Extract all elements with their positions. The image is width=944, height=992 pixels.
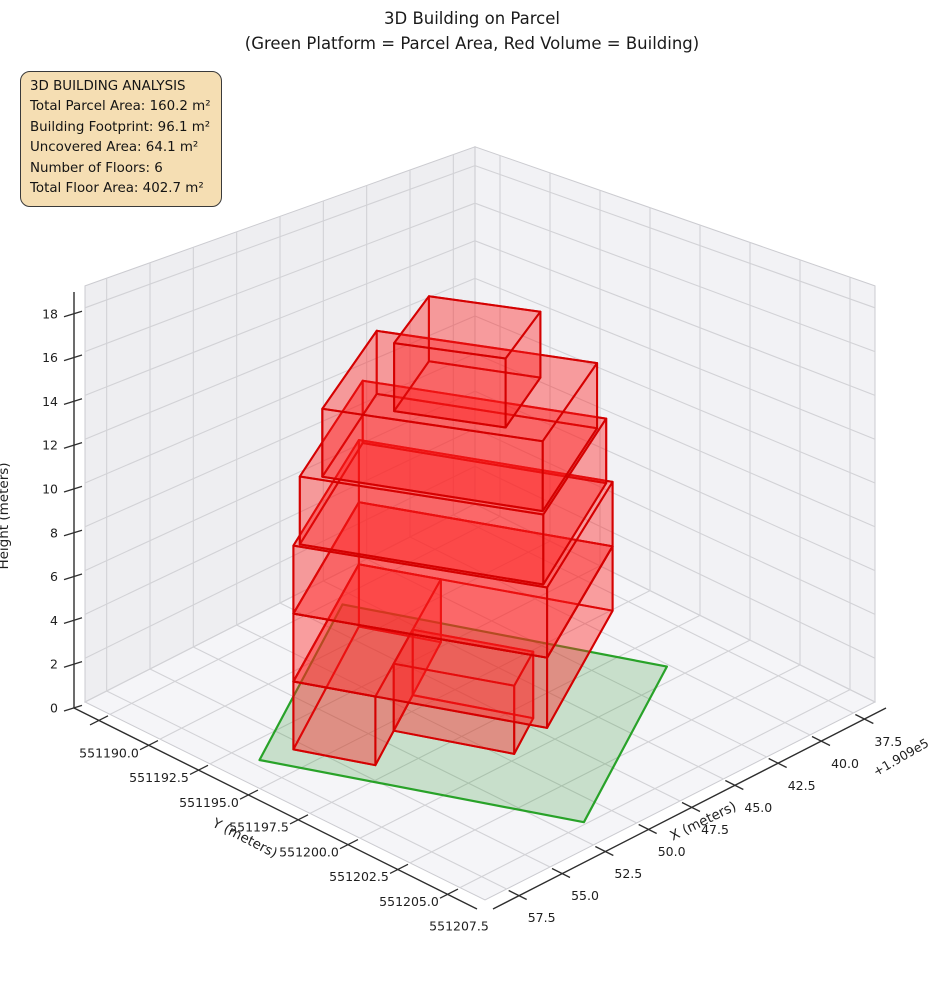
x-tick-label: 45.0: [744, 800, 772, 815]
y-tick: [189, 764, 209, 776]
x-tick: [638, 823, 657, 835]
info-box-line: Total Floor Area: 402.7 m²: [30, 181, 204, 197]
building-face: [504, 310, 542, 429]
y-tick: [89, 715, 109, 726]
z-tick-label: 14: [42, 394, 58, 409]
x-axis-spine: [492, 707, 887, 910]
z-tick: [63, 485, 83, 493]
z-tick-label: 0: [50, 701, 58, 716]
x-tick: [551, 867, 571, 879]
chart-title-block: 3D Building on Parcel (Green Platform = …: [0, 6, 944, 56]
y-tick: [139, 739, 159, 751]
z-tick-label: 12: [42, 438, 58, 453]
building-floor-5: [321, 329, 599, 513]
z-tick: [63, 354, 83, 362]
analysis-info-box: 3D BUILDING ANALYSIS Total Parcel Area: …: [20, 71, 222, 208]
info-box-line: Number of Floors: 6: [30, 160, 163, 176]
x-tick: [855, 713, 874, 725]
y-tick-label: 551190.0: [79, 745, 139, 760]
info-box-lines: Total Parcel Area: 160.2 m² Building Foot…: [30, 97, 211, 199]
x-tick-label: 40.0: [831, 756, 859, 771]
building-face: [542, 417, 608, 586]
x-tick-label: 55.0: [571, 888, 599, 903]
x-tick-label: 57.5: [528, 910, 556, 925]
chart-subtitle: (Green Platform = Parcel Area, Red Volum…: [244, 34, 700, 53]
building-face: [546, 480, 614, 659]
y-tick: [339, 838, 359, 850]
z-tick: [63, 573, 83, 581]
z-tick-label: 10: [42, 482, 58, 497]
x-tick: [681, 801, 701, 813]
z-tick: [63, 704, 83, 712]
x-tick-label: 50.0: [658, 844, 686, 859]
building-floor-6: [393, 295, 542, 429]
y-tick-label: 551195.0: [179, 795, 239, 810]
y-tick: [239, 789, 259, 800]
x-tick-label: 47.5: [701, 822, 729, 837]
y-tick-label: 551205.0: [379, 894, 439, 909]
x-tick-label: 42.5: [788, 778, 816, 793]
y-tick-label: 551202.5: [329, 869, 389, 884]
x-tick: [508, 889, 527, 901]
x-tick-label: 37.5: [874, 734, 902, 749]
z-axis-label: Height (meters): [0, 462, 12, 569]
z-tick-label: 4: [50, 613, 58, 628]
info-box-title: 3D BUILDING ANALYSIS: [30, 79, 186, 94]
x-tick: [595, 845, 614, 857]
z-tick: [63, 310, 83, 318]
info-box-line: Total Parcel Area: 160.2 m²: [30, 99, 211, 115]
z-tick-label: 18: [42, 306, 58, 321]
building-floor-2: [292, 501, 614, 729]
z-tick-label: 16: [42, 350, 58, 365]
z-tick: [63, 441, 83, 449]
building-face: [541, 362, 599, 513]
z-tick-label: 2: [50, 657, 58, 672]
building-floor-3: [292, 439, 614, 659]
y-tick: [439, 888, 459, 899]
x-tick: [768, 757, 787, 769]
x-tick: [811, 735, 831, 747]
x-tick: [725, 779, 744, 791]
building-volumes: [292, 295, 614, 767]
x-tick-label: 52.5: [614, 866, 642, 881]
y-tick: [289, 814, 309, 825]
y-tick-label: 551200.0: [279, 844, 339, 859]
z-tick: [63, 529, 83, 537]
z-tick-label: 8: [50, 525, 58, 540]
y-tick-label: 551192.5: [129, 770, 189, 785]
axis-decorations: 551190.0 551192.5 551195.0 551197.5 551200.0…: [0, 292, 931, 934]
chart-title: 3D Building on Parcel: [384, 9, 560, 28]
y-axis-spine: [73, 707, 478, 910]
z-tick-label: 6: [50, 569, 58, 584]
y-tick: [389, 863, 409, 875]
z-tick: [63, 617, 83, 625]
info-box-line: Uncovered Area: 64.1 m²: [30, 140, 199, 156]
info-box-line: Building Footprint: 96.1 m²: [30, 119, 211, 135]
building-face: [513, 650, 535, 755]
y-tick-label: 551207.5: [429, 919, 489, 934]
y-tick-label: 551197.5: [229, 820, 289, 835]
z-tick: [63, 660, 83, 668]
z-tick: [63, 398, 83, 406]
